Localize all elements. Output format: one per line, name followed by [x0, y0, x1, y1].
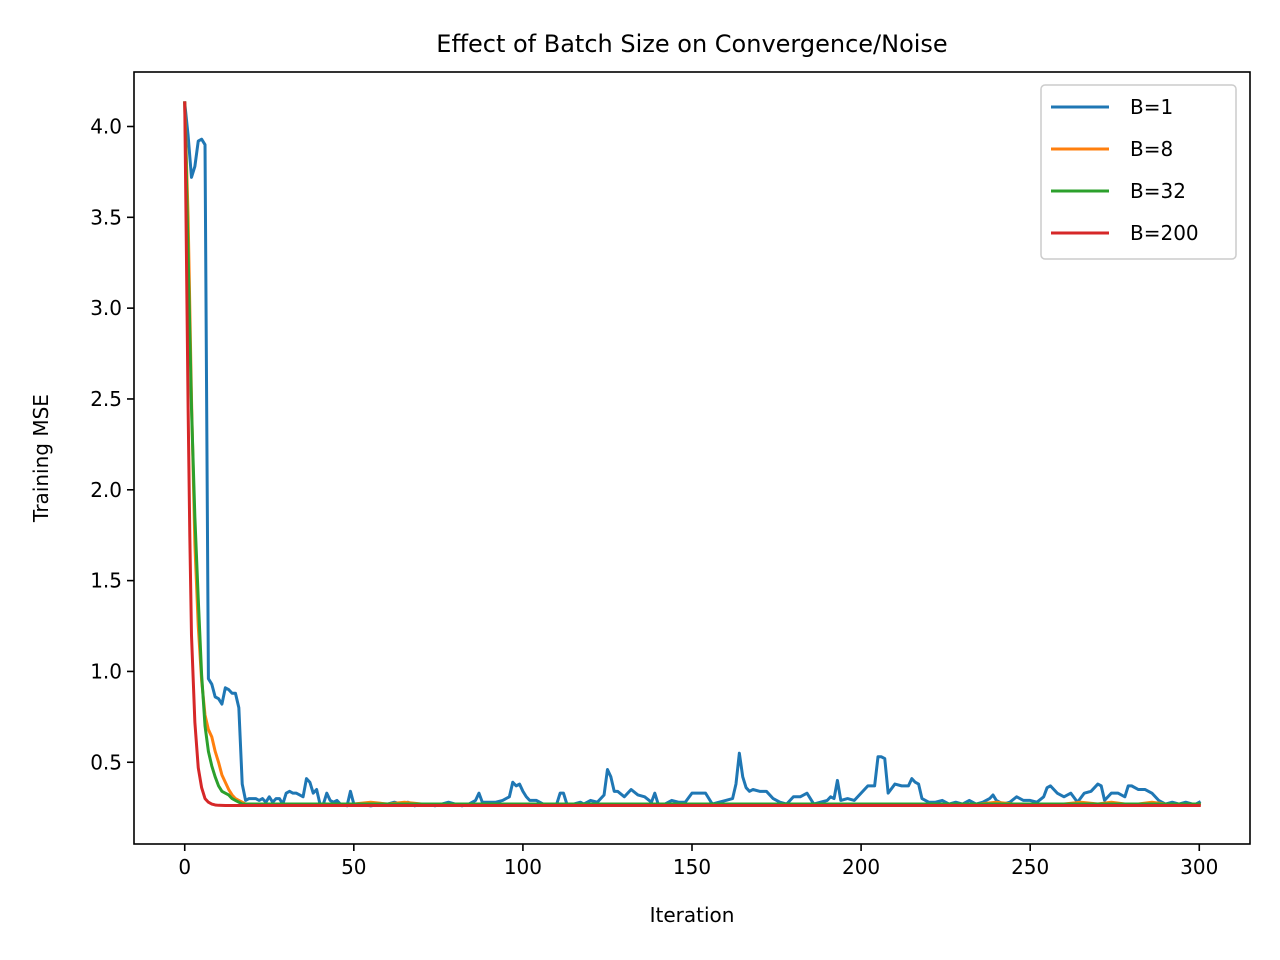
y-tick-label: 2.0: [90, 478, 122, 502]
y-tick-label: 4.0: [90, 114, 122, 138]
legend-box: [1040, 84, 1237, 260]
x-tick-label: 300: [1180, 855, 1218, 879]
y-tick-label: 1.0: [90, 659, 122, 683]
legend-label: B=32: [1130, 179, 1186, 203]
chart-title: Effect of Batch Size on Convergence/Nois…: [436, 30, 947, 58]
y-tick-label: 2.5: [90, 387, 122, 411]
legend-item-b-200: B=200: [1051, 221, 1199, 245]
y-tick-label: 3.0: [90, 296, 122, 320]
legend-label: B=1: [1130, 95, 1173, 119]
series-layer: [183, 101, 1202, 808]
legend-label: B=200: [1130, 221, 1199, 245]
legend-item-b-1: B=1: [1051, 95, 1173, 119]
x-tick-label: 250: [1011, 855, 1049, 879]
legend-label: B=8: [1130, 137, 1173, 161]
y-axis-label: Training MSE: [29, 394, 53, 523]
x-axis: 0 50 100 150 200 250 300: [178, 844, 1218, 879]
legend-item-b-32: B=32: [1051, 179, 1186, 203]
series-line-b-200: [183, 101, 1201, 807]
legend-item-b-8: B=8: [1051, 137, 1173, 161]
x-tick-label: 0: [178, 855, 191, 879]
legend: B=1 B=8 B=32 B=200: [1040, 84, 1237, 260]
y-tick-label: 3.5: [90, 205, 122, 229]
y-axis: 0.5 1.0 1.5 2.0 2.5 3.0 3.5 4.0: [90, 114, 134, 774]
series-line-b-1: [183, 101, 1202, 808]
y-tick-label: 0.5: [90, 750, 122, 774]
x-tick-label: 150: [673, 855, 711, 879]
x-tick-label: 200: [842, 855, 880, 879]
x-tick-label: 100: [504, 855, 542, 879]
x-tick-label: 50: [341, 855, 366, 879]
x-axis-label: Iteration: [650, 903, 735, 927]
y-tick-label: 1.5: [90, 569, 122, 593]
